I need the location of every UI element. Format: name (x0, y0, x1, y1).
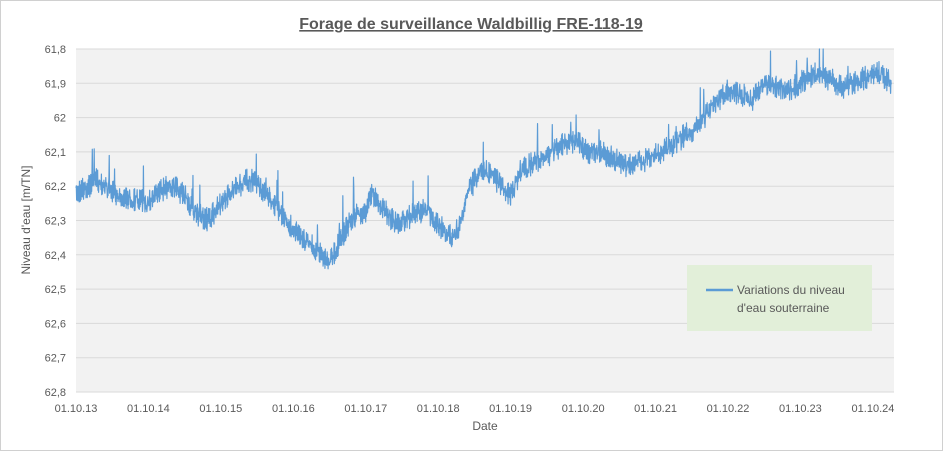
series-line (75, 48, 892, 270)
y-tick-label: 62,1 (45, 147, 66, 159)
x-tick-label: 01.10.21 (634, 403, 677, 415)
x-tick-label: 01.10.19 (489, 403, 532, 415)
y-tick-label: 61,9 (45, 78, 66, 90)
x-axis-ticks: 01.10.13 01.10.14 01.10.15 01.10.16 01.10.17… (55, 403, 895, 415)
y-tick-label: 62,7 (45, 353, 66, 365)
x-tick-label: 01.10.23 (779, 403, 822, 415)
y-tick-label: 62,5 (45, 284, 66, 296)
y-tick-label: 62,4 (45, 250, 66, 262)
y-tick-label: 62,3 (45, 216, 66, 228)
y-tick-label: 61,8 (45, 44, 66, 56)
x-tick-label: 01.10.13 (55, 403, 98, 415)
y-tick-label: 62,8 (45, 387, 66, 399)
y-tick-label: 62 (54, 113, 66, 125)
x-tick-label: 01.10.16 (272, 403, 315, 415)
x-tick-label: 01.10.14 (127, 403, 170, 415)
y-axis-ticks: 61,8 61,9 62 62,1 62,2 62,3 62,4 62,5 62,6 62,7 62… (45, 44, 66, 399)
legend: Variations du niveau d'eau souterraine (687, 265, 872, 331)
x-tick-label: 01.10.18 (417, 403, 460, 415)
x-tick-label: 01.10.17 (344, 403, 387, 415)
chart-title: Forage de surveillance Waldbillig FRE-11… (299, 16, 643, 33)
y-axis-title: Niveau d'eau [m/TN] (19, 165, 33, 274)
x-tick-label: 01.10.22 (707, 403, 750, 415)
x-axis-title: Date (472, 419, 498, 433)
legend-label: Variations du niveau d'eau souterraine (737, 283, 848, 315)
x-tick-label: 01.10.24 (852, 403, 895, 415)
y-tick-label: 62,6 (45, 318, 66, 330)
y-tick-label: 62,2 (45, 181, 66, 193)
x-tick-label: 01.10.20 (562, 403, 605, 415)
legend-box (687, 265, 872, 331)
x-tick-label: 01.10.15 (199, 403, 242, 415)
